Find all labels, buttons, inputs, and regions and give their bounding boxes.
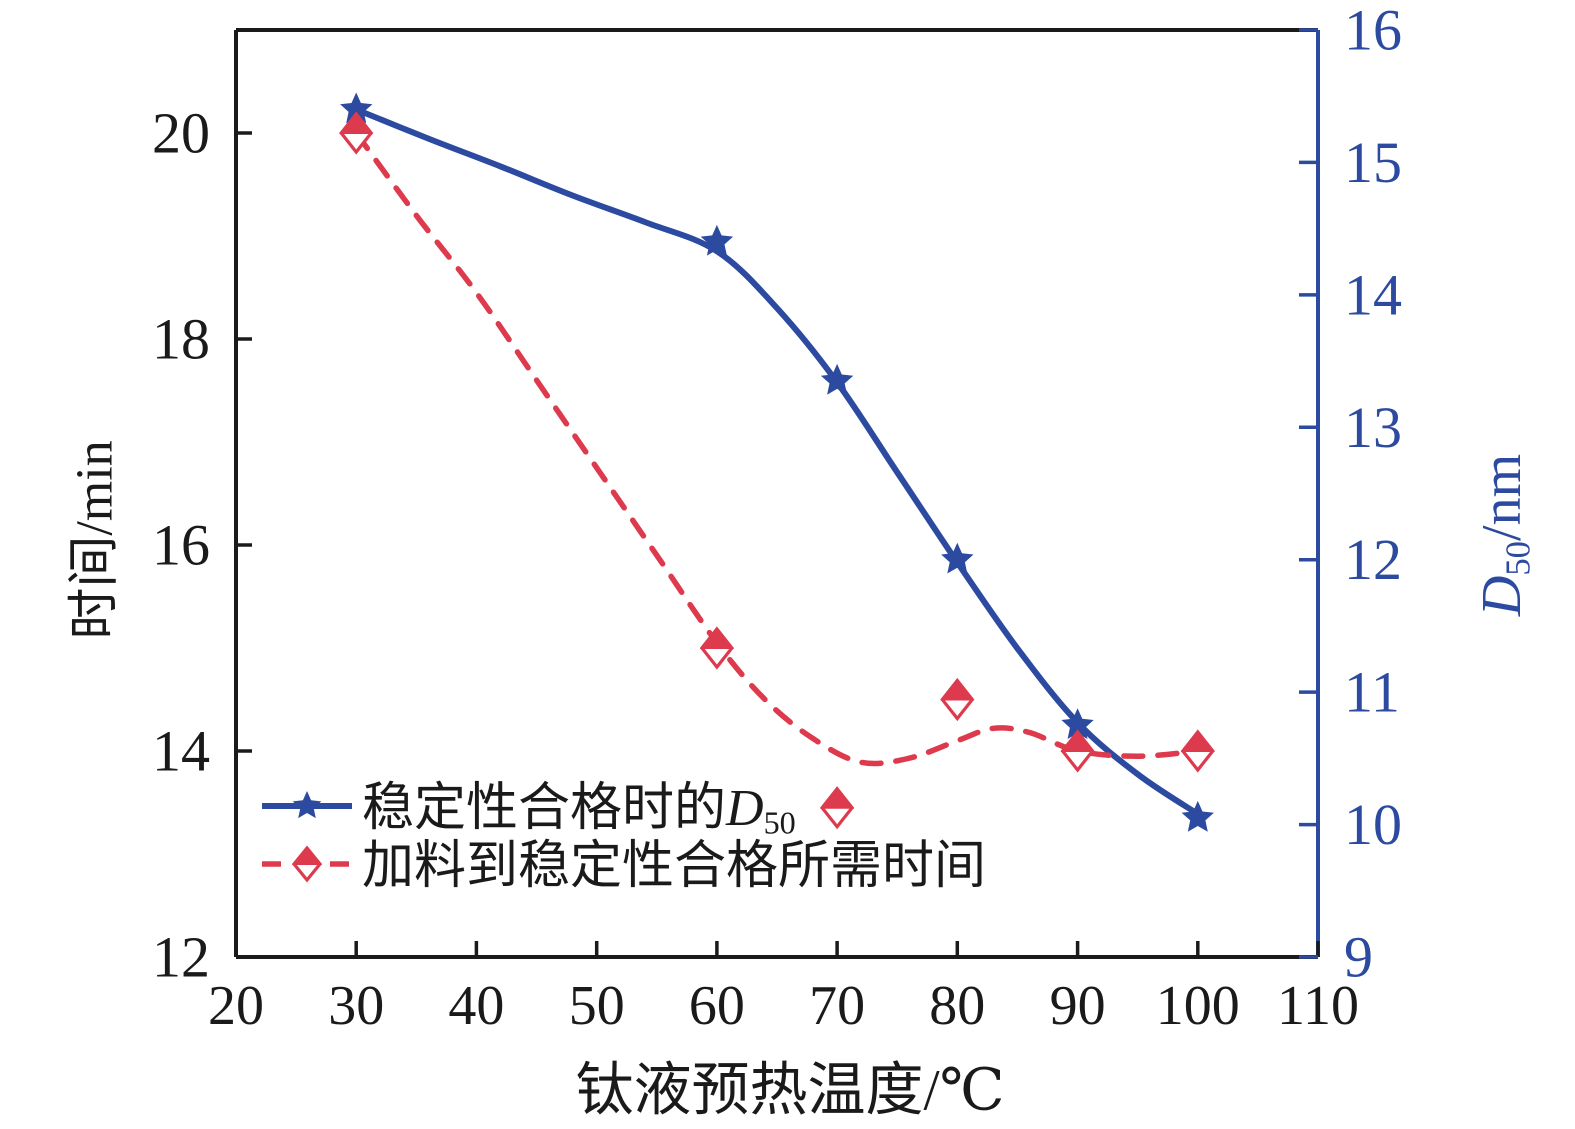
diamond-top-half [940, 678, 975, 701]
yl-tick-label-14: 14 [152, 719, 210, 784]
x-tick-label-50: 50 [569, 975, 625, 1037]
x-tick-label-40: 40 [448, 975, 504, 1037]
yl-tick-label-16: 16 [152, 513, 210, 578]
series-time-marker-70 [820, 786, 855, 830]
diamond-top-half [291, 846, 323, 865]
diamond-top-half [339, 112, 374, 134]
series-time-marker-90 [1060, 729, 1095, 773]
yr-tick-label-9: 9 [1344, 925, 1373, 990]
series-d50 [340, 92, 1214, 832]
yr-tick-label-10: 10 [1344, 792, 1402, 857]
right-ticks: 9 10 11 12 13 14 15 16 [1299, 0, 1402, 990]
legend-entry-time: 加料到稳定性合格所需时间 [262, 838, 986, 895]
x-tick-label-100: 100 [1156, 975, 1240, 1037]
axes [234, 28, 1320, 959]
yr-tick-label-14: 14 [1344, 262, 1402, 327]
diamond-top-half [699, 627, 734, 649]
series-d50-line [353, 106, 1201, 817]
yr-tick-label-12: 12 [1344, 527, 1402, 592]
yl-tick-label-20: 20 [152, 101, 210, 166]
series-d50-marker-60 [700, 224, 734, 256]
x-ticks: 20 30 40 50 60 70 80 90 100 110 [208, 941, 1359, 1037]
yr-tick-label-15: 15 [1344, 130, 1402, 195]
series-time-marker-100 [1180, 729, 1215, 773]
legend-half-diamond-marker [291, 845, 323, 883]
series-d50-marker-30 [340, 92, 373, 124]
legend-star-marker [292, 791, 322, 819]
series-time-marker-60 [699, 626, 734, 670]
legend-entry-d50: 稳定性合格时的D50 [262, 780, 796, 841]
yr-tick-label-11: 11 [1344, 660, 1400, 725]
x-tick-label-20: 20 [208, 975, 264, 1037]
x-tick-label-60: 60 [689, 975, 745, 1037]
x-axis-title: 钛液预热温度/℃ [576, 1058, 1005, 1123]
yl-tick-label-12: 12 [152, 925, 210, 990]
diamond-top-half [1180, 730, 1215, 752]
series-time-marker-30 [339, 111, 374, 155]
series-d50-marker-100 [1181, 800, 1214, 832]
series-time [339, 111, 1215, 830]
series-d50-marker-90 [1061, 708, 1094, 739]
x-tick-label-110: 110 [1277, 975, 1359, 1037]
yl-tick-label-18: 18 [152, 307, 210, 372]
legend-label-time: 加料到稳定性合格所需时间 [362, 838, 986, 895]
y-right-axis-title: D50/nm [1471, 454, 1537, 617]
series-time-marker-80 [940, 677, 975, 722]
left-ticks: 12 14 16 18 20 [152, 101, 252, 990]
series-time-line [353, 130, 1201, 767]
x-tick-label-80: 80 [929, 975, 985, 1037]
y-left-axis-title: 时间/min [67, 440, 124, 639]
diamond-top-half [1060, 730, 1095, 752]
x-tick-label-70: 70 [809, 975, 865, 1037]
yr-tick-label-16: 16 [1344, 0, 1402, 63]
diamond-top-half [820, 787, 855, 809]
legend-label-d50: 稳定性合格时的D50 [362, 780, 796, 841]
x-tick-label-30: 30 [328, 975, 384, 1037]
x-tick-label-90: 90 [1050, 975, 1106, 1037]
yr-tick-label-13: 13 [1344, 395, 1402, 460]
series-d50-marker-70 [820, 363, 854, 395]
series-d50-marker-80 [941, 542, 974, 574]
